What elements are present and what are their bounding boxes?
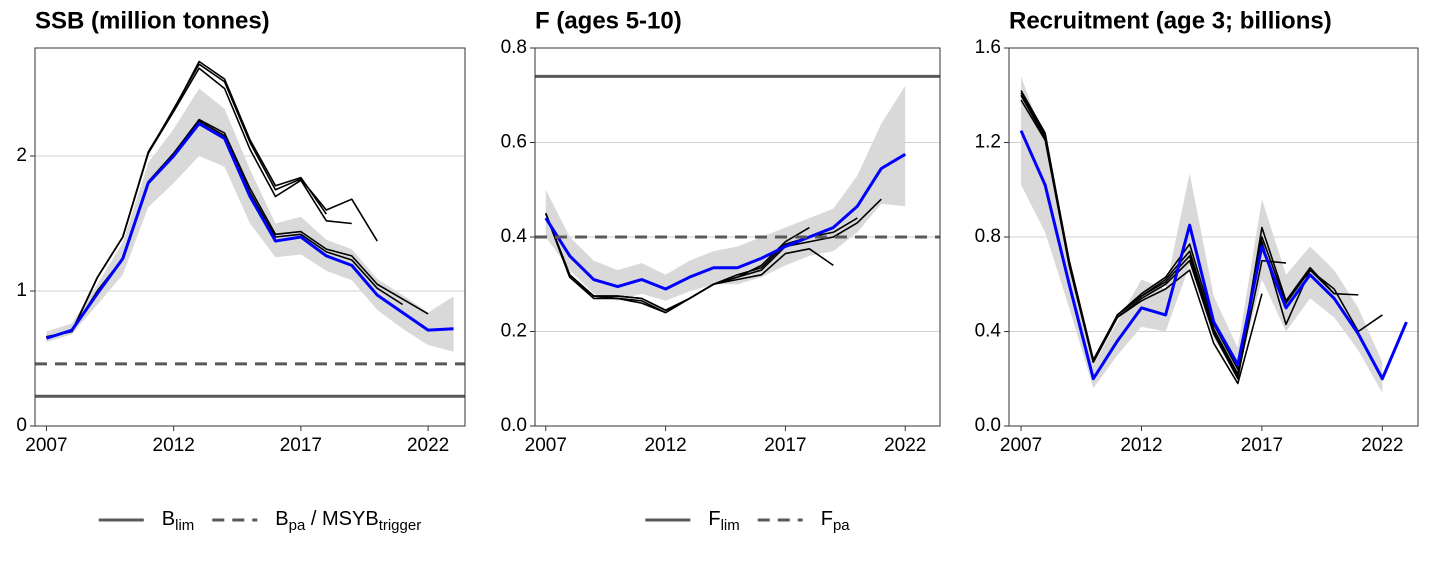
legend-text: B [275,508,288,530]
confidence-band [1021,76,1383,393]
legend-subscript: lim [721,517,740,534]
panel: Recruitment (age 3; billions) 0.0 0.4 0.8 1.… [975,7,1419,456]
y-tick-label: 0.6 [501,132,527,153]
confidence-band [545,85,906,301]
panel: SSB (million tonnes) 0 1 2 2007 2012 2017 2022 B… [16,7,466,534]
y-tick-label: 0.4 [501,226,528,247]
series-line [545,213,810,314]
legend-text: / MSYB [305,508,378,530]
legend-label: Bpa / MSYBtrigger [275,508,421,534]
legend-label: Flim [708,508,739,534]
legend-text: B [162,508,175,530]
series-line [544,153,907,291]
legend-text: F [821,508,833,530]
y-tick-label: 0 [16,415,27,436]
series-line [46,60,327,338]
plot-frame [34,47,466,427]
legend-label: Fpa [821,508,851,534]
legend-subscript: pa [833,517,850,534]
y-tick-label: 0.0 [975,415,1001,436]
x-tick-label: 2022 [884,435,926,456]
legend-label: Blim [162,508,195,534]
panel-title: Recruitment (age 3; billions) [1009,7,1332,34]
x-tick-label: 2007 [525,435,567,456]
y-tick-label: 0.8 [501,37,527,58]
y-tick-label: 0.4 [975,321,1002,342]
legend-text: F [708,508,720,530]
x-tick-label: 2012 [644,435,686,456]
legend: Blim Bpa / MSYBtrigger [98,508,421,534]
panel-title: SSB (million tonnes) [35,7,270,34]
legend-subscript: trigger [379,517,422,534]
y-tick-label: 1.6 [975,37,1001,58]
confidence-band [46,88,454,352]
y-tick-label: 0.2 [501,321,527,342]
legend: Flim Fpa [645,508,850,534]
plot-frame [1008,47,1419,427]
panel-title: F (ages 5-10) [535,7,682,34]
series-line [1020,94,1287,378]
x-tick-label: 2007 [1000,435,1042,456]
x-tick-label: 2017 [1241,435,1283,456]
x-tick-label: 2017 [764,435,806,456]
plot-frame [534,47,941,427]
y-tick-label: 0.0 [501,415,527,436]
x-tick-label: 2012 [1120,435,1162,456]
plot-background [35,48,465,426]
series-line [45,122,454,340]
x-tick-label: 2017 [280,435,322,456]
x-tick-label: 2012 [153,435,195,456]
y-tick-label: 0.8 [975,226,1001,247]
x-tick-label: 2022 [1361,435,1403,456]
legend-subscript: lim [175,517,194,534]
y-tick-label: 1.2 [975,132,1001,153]
panel: F (ages 5-10) 0.0 0.2 0.4 0.6 0.8 2007 2012 2017… [501,7,941,534]
y-tick-label: 2 [16,145,27,166]
legend-subscript: pa [289,517,306,534]
x-tick-label: 2007 [25,435,67,456]
x-tick-label: 2022 [407,435,449,456]
y-tick-label: 1 [16,280,27,301]
series-line [1019,130,1408,381]
